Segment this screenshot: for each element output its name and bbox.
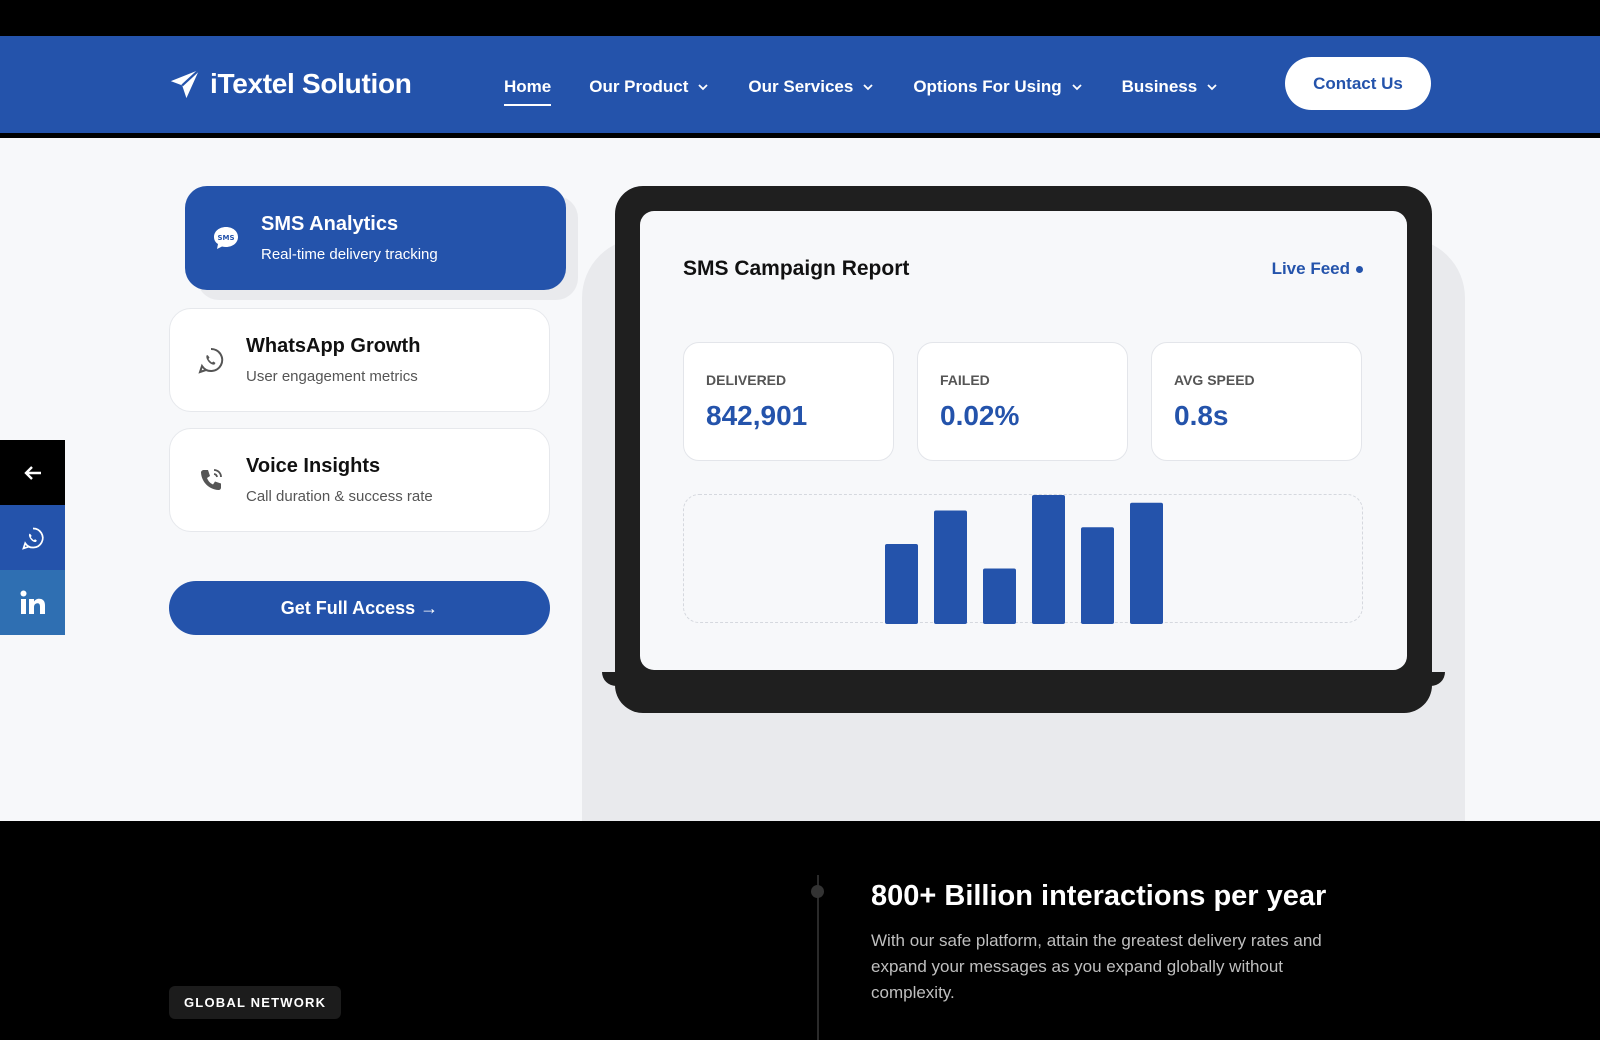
- stat-value: 0.02%: [940, 400, 1020, 431]
- whatsapp-icon: [21, 527, 44, 550]
- stats-section: GLOBAL NETWORK 800+ Billion interactions…: [0, 821, 1600, 1040]
- back-button[interactable]: [0, 440, 65, 505]
- stat-label: DELIVERED: [706, 372, 787, 388]
- nav-our-services[interactable]: Our Services: [748, 74, 875, 100]
- live-dot-icon: [1356, 266, 1363, 274]
- live-feed-label: Live Feed: [1271, 259, 1350, 278]
- feature-text: Voice Insights Call duration & success r…: [246, 455, 433, 505]
- stat-avg-speed: AVG SPEED 0.8s: [1151, 342, 1362, 461]
- contact-us-button[interactable]: Contact Us: [1285, 57, 1431, 110]
- chart-bar-2: [934, 510, 967, 624]
- chart-bar-4: [1032, 495, 1065, 624]
- whatsapp-icon: [198, 347, 224, 374]
- nav-label: Our Product: [589, 77, 689, 96]
- live-feed-link[interactable]: Live Feed: [1272, 259, 1363, 279]
- paper-plane-icon: [170, 68, 200, 99]
- chevron-down-icon: [1207, 84, 1217, 91]
- stat-label: AVG SPEED: [1174, 372, 1255, 388]
- chevron-down-icon: [863, 84, 873, 91]
- interactions-headline: 800+ Billion interactions per year: [871, 880, 1327, 912]
- stat-delivered: DELIVERED 842,901: [683, 342, 894, 461]
- brand-name: iTextel Solution: [210, 68, 412, 99]
- feature-title: WhatsApp Growth: [246, 335, 421, 357]
- nav-label: Our Services: [748, 77, 854, 96]
- report-screen: SMS Campaign Report Live Feed DELIVERED …: [640, 211, 1407, 670]
- nav-label: Home: [504, 77, 552, 96]
- feature-subtitle: Call duration & success rate: [246, 488, 433, 505]
- nav-home[interactable]: Home: [504, 74, 552, 106]
- chart-bar-5: [1081, 527, 1114, 624]
- stat-value: 0.8s: [1174, 400, 1229, 431]
- feature-subtitle: User engagement metrics: [246, 368, 418, 385]
- nav-business[interactable]: Business: [1122, 74, 1220, 100]
- feature-subtitle: Real-time delivery tracking: [261, 246, 438, 263]
- svg-text:SMS: SMS: [217, 234, 234, 242]
- bar-chart: [683, 494, 1363, 624]
- timeline-dot: [811, 885, 824, 898]
- site-header: iTextel Solution Home Our Product Our Se…: [0, 36, 1600, 133]
- whatsapp-share-button[interactable]: [0, 505, 65, 570]
- feature-text: SMS Analytics Real-time delivery trackin…: [261, 213, 438, 263]
- laptop-base: [602, 672, 1445, 686]
- nav-our-product[interactable]: Our Product: [589, 74, 710, 100]
- feature-card-whatsapp-growth[interactable]: WhatsApp Growth User engagement metrics: [169, 308, 550, 412]
- feature-text: WhatsApp Growth User engagement metrics: [246, 335, 420, 385]
- nav-options-for-using[interactable]: Options For Using: [913, 74, 1083, 100]
- global-network-badge: GLOBAL NETWORK: [169, 986, 342, 1019]
- feature-card-sms-analytics[interactable]: SMS SMS Analytics Real-time delivery tra…: [185, 186, 566, 290]
- stat-label: FAILED: [940, 372, 990, 388]
- chevron-down-icon: [1071, 84, 1082, 91]
- linkedin-button[interactable]: [0, 570, 65, 635]
- arrow-left-icon: [23, 465, 41, 480]
- chart-bar-3: [983, 568, 1016, 624]
- interactions-description: With our safe platform, attain the great…: [871, 931, 1322, 1002]
- timeline-line: [817, 875, 819, 1040]
- feature-title: Voice Insights: [246, 455, 381, 477]
- phone-icon: [201, 469, 222, 490]
- stat-failed: FAILED 0.02%: [917, 342, 1128, 461]
- main-nav: Home Our Product Our Services Options Fo…: [504, 74, 1257, 106]
- linkedin-icon: [20, 590, 45, 614]
- feature-card-voice-insights[interactable]: Voice Insights Call duration & success r…: [169, 428, 550, 532]
- feature-title: SMS Analytics: [261, 213, 399, 235]
- chart-bar-6: [1130, 502, 1163, 624]
- stat-value: 842,901: [706, 400, 808, 431]
- report-title: SMS Campaign Report: [683, 257, 910, 280]
- hero-section: SMS SMS Analytics Real-time delivery tra…: [0, 138, 1600, 898]
- nav-label: Options For Using: [913, 77, 1062, 96]
- brand-logo[interactable]: iTextel Solution: [168, 67, 412, 101]
- nav-label: Business: [1121, 77, 1198, 96]
- get-full-access-button[interactable]: Get Full Access →: [169, 581, 550, 635]
- sms-icon: SMS: [214, 227, 238, 249]
- top-strip: [0, 0, 1600, 36]
- bar-chart-svg: [885, 495, 1163, 624]
- chart-bar-1: [885, 544, 918, 624]
- chevron-down-icon: [698, 84, 709, 91]
